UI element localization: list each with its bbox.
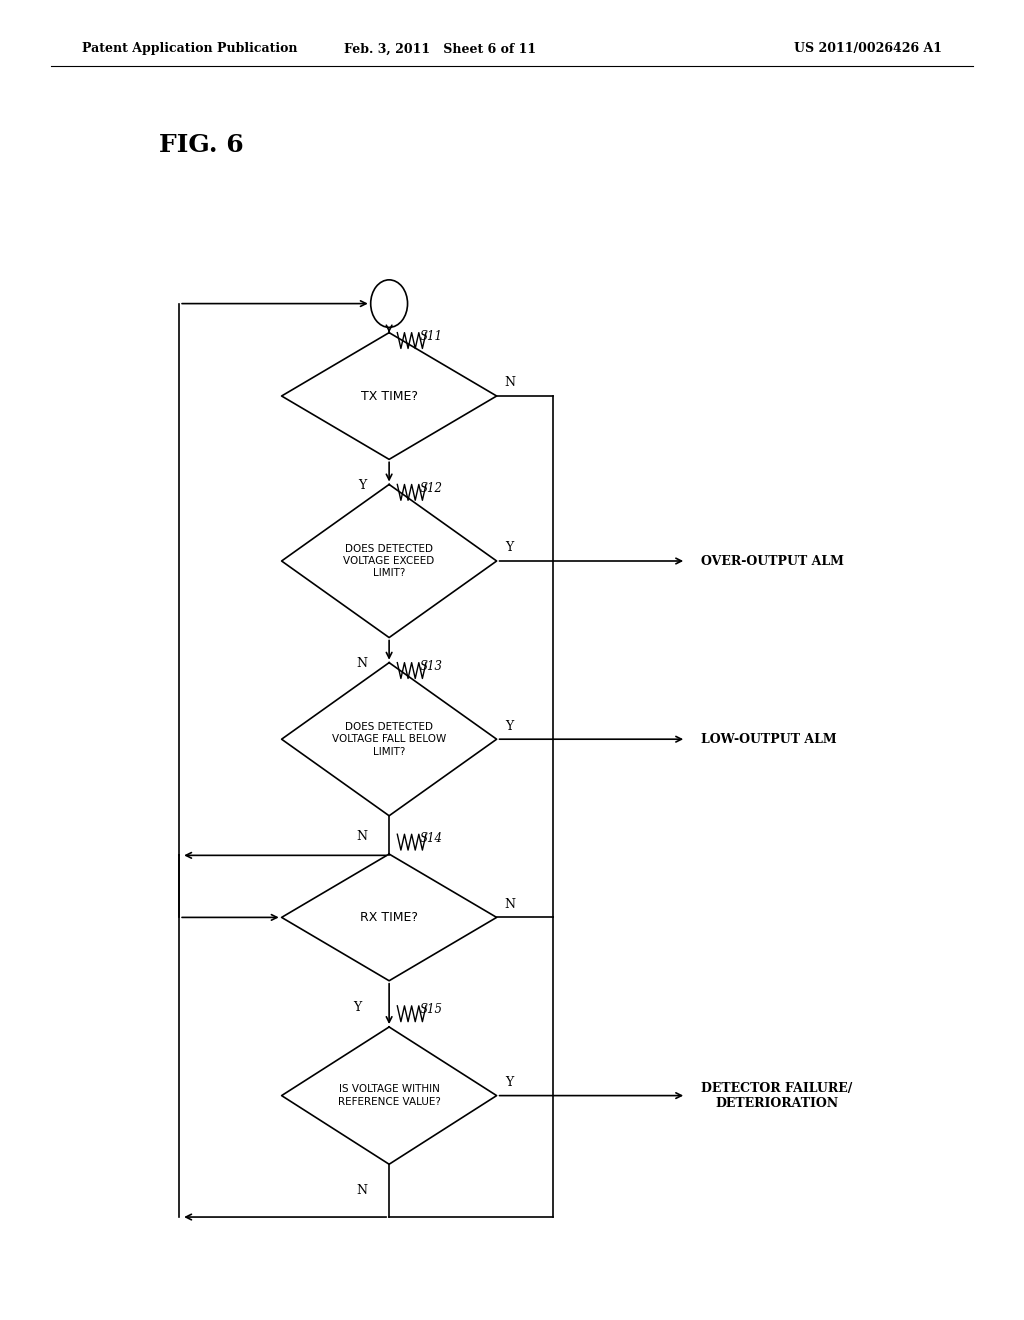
Text: Patent Application Publication: Patent Application Publication bbox=[82, 42, 297, 55]
Text: Y: Y bbox=[505, 541, 513, 554]
Text: DOES DETECTED
VOLTAGE FALL BELOW
LIMIT?: DOES DETECTED VOLTAGE FALL BELOW LIMIT? bbox=[332, 722, 446, 756]
Text: Y: Y bbox=[505, 719, 513, 733]
Text: S12: S12 bbox=[420, 482, 442, 495]
Text: IS VOLTAGE WITHIN
REFERENCE VALUE?: IS VOLTAGE WITHIN REFERENCE VALUE? bbox=[338, 1085, 440, 1106]
Text: N: N bbox=[356, 830, 368, 843]
Text: N: N bbox=[505, 898, 516, 911]
Text: TX TIME?: TX TIME? bbox=[360, 389, 418, 403]
Text: US 2011/0026426 A1: US 2011/0026426 A1 bbox=[794, 42, 942, 55]
Text: N: N bbox=[356, 1184, 368, 1197]
Text: LOW-OUTPUT ALM: LOW-OUTPUT ALM bbox=[701, 733, 837, 746]
Text: RX TIME?: RX TIME? bbox=[360, 911, 418, 924]
Text: Y: Y bbox=[353, 1001, 361, 1014]
Text: Y: Y bbox=[358, 479, 367, 492]
Text: DOES DETECTED
VOLTAGE EXCEED
LIMIT?: DOES DETECTED VOLTAGE EXCEED LIMIT? bbox=[343, 544, 435, 578]
Text: OVER-OUTPUT ALM: OVER-OUTPUT ALM bbox=[701, 554, 845, 568]
Text: Feb. 3, 2011   Sheet 6 of 11: Feb. 3, 2011 Sheet 6 of 11 bbox=[344, 42, 537, 55]
Text: Y: Y bbox=[505, 1076, 513, 1089]
Text: DETECTOR FAILURE/
DETERIORATION: DETECTOR FAILURE/ DETERIORATION bbox=[701, 1081, 853, 1110]
Text: S14: S14 bbox=[420, 832, 442, 845]
Text: S13: S13 bbox=[420, 660, 442, 673]
Text: S15: S15 bbox=[420, 1003, 442, 1016]
Text: FIG. 6: FIG. 6 bbox=[159, 133, 244, 157]
Text: N: N bbox=[356, 657, 368, 671]
Text: N: N bbox=[505, 376, 516, 389]
Text: S11: S11 bbox=[420, 330, 442, 343]
